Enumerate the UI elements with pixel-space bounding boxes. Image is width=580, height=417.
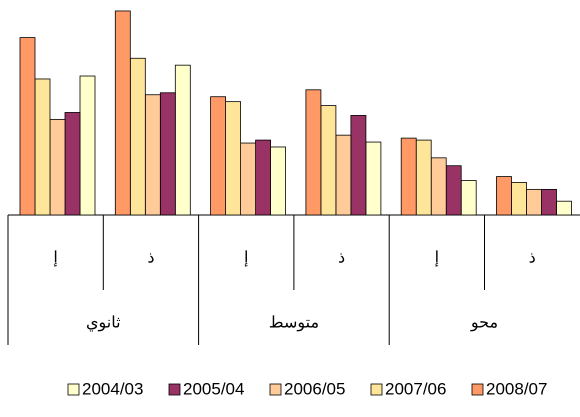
bar [79, 75, 96, 216]
bar [350, 115, 367, 216]
bar [541, 188, 557, 216]
bar [415, 139, 432, 216]
bar [129, 57, 146, 216]
bar [49, 118, 66, 216]
group-label: ثانوي [86, 313, 121, 332]
bar [335, 134, 352, 216]
bar [19, 37, 36, 216]
legend-swatch [370, 383, 383, 396]
x-tick-label: ذ [529, 248, 536, 267]
x-tick-label: ذ [147, 248, 154, 267]
bar [320, 105, 337, 216]
bar [270, 146, 287, 216]
bar [240, 142, 257, 216]
bar [210, 96, 227, 216]
bar [511, 182, 527, 216]
bar [556, 200, 572, 216]
x-tick-label: إ [435, 248, 439, 267]
bar [496, 176, 512, 216]
legend-swatch [269, 383, 282, 396]
bar [144, 94, 161, 216]
bar [430, 157, 447, 216]
x-tick-label: إ [53, 248, 57, 267]
x-tick-label: إ [244, 248, 248, 267]
x-tick-label: ذ [338, 248, 345, 267]
bar [526, 188, 542, 216]
legend-swatch [168, 383, 181, 396]
bar [174, 64, 191, 216]
bar [225, 101, 242, 216]
legend-swatch [471, 383, 484, 396]
bar [255, 139, 272, 216]
legend-label: 2006/05 [284, 379, 345, 398]
legend-swatch [67, 383, 80, 396]
bar [64, 112, 81, 216]
bar [445, 165, 462, 216]
bar [365, 141, 382, 216]
bar [400, 137, 417, 216]
legend-label: 2007/06 [385, 379, 446, 398]
bar [114, 10, 131, 216]
legend-label: 2008/07 [486, 379, 547, 398]
legend-label: 2004/03 [82, 379, 143, 398]
bar [460, 180, 477, 216]
group-label: متوسط [269, 313, 319, 332]
group-label: محو [470, 313, 498, 332]
bar [305, 89, 322, 216]
legend-label: 2005/04 [183, 379, 244, 398]
bar [34, 78, 51, 216]
bar [159, 92, 176, 216]
